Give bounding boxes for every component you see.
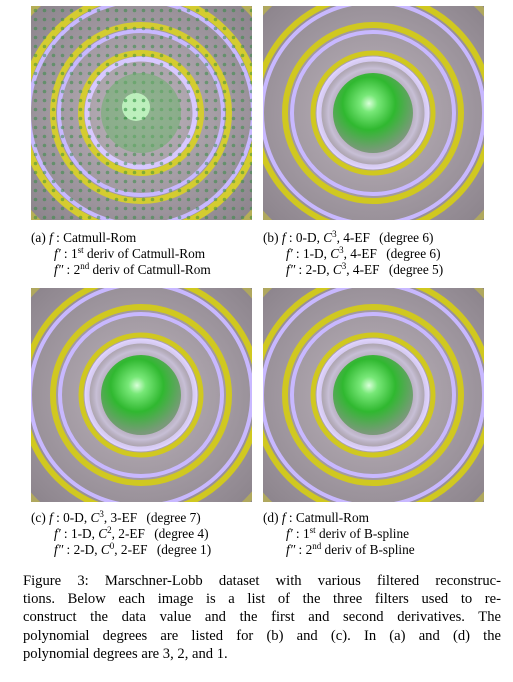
caption-line: Figure 3: Marschner-Lobb dataset with va…: [23, 573, 501, 589]
panel-label: (b): [263, 230, 279, 245]
panel-label: (a): [31, 230, 46, 245]
panel-label: (c): [31, 510, 46, 525]
rendering-4ef-c3: [263, 6, 484, 220]
panel-c-image: [31, 288, 252, 502]
rendering-bspline-derivs: [263, 288, 484, 502]
panel-d-image: [263, 288, 484, 502]
caption-line: polynomial degrees are listed for (b) an…: [23, 627, 501, 644]
rendering-3ef-c3: [31, 288, 252, 502]
rendering-catmull-rom: [31, 6, 252, 220]
figure-caption: Figure 3: Marschner-Lobb dataset with va…: [23, 572, 501, 663]
caption-line: tions. Below each image is a list of the…: [23, 591, 501, 608]
panel-b-image: [263, 6, 484, 220]
caption-line: construct the data value and the first a…: [23, 609, 501, 626]
panel-label: (d): [263, 510, 279, 525]
panel-a-image: [31, 6, 252, 220]
caption-line: polynomial degrees are 3, 2, and 1.: [23, 645, 228, 662]
